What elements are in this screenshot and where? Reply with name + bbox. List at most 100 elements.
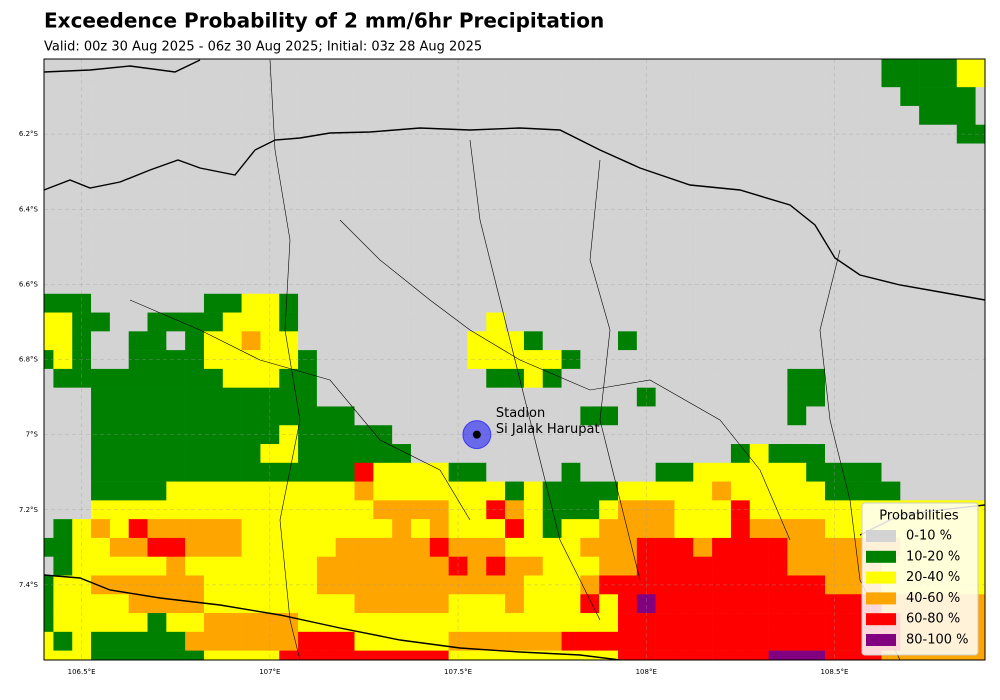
grid-cell	[937, 87, 958, 107]
grid-cell	[806, 594, 826, 614]
grid-cell	[316, 481, 337, 501]
grid-cell	[937, 387, 958, 407]
grid-cell	[222, 556, 242, 576]
grid-cell	[53, 256, 73, 276]
grid-cell	[919, 331, 939, 351]
grid-cell	[392, 143, 412, 163]
grid-cell	[109, 312, 129, 332]
grid-cell	[241, 500, 261, 520]
grid-cell	[542, 537, 562, 558]
grid-cell	[203, 331, 224, 351]
grid-cell	[392, 613, 412, 633]
grid-cell	[298, 462, 318, 482]
grid-cell	[128, 650, 148, 660]
grid-cell	[693, 650, 713, 660]
grid-cell	[44, 444, 54, 464]
grid-cell	[373, 312, 393, 332]
grid-cell	[109, 162, 129, 182]
legend-swatch	[866, 571, 896, 584]
grid-cell	[241, 237, 261, 257]
grid-cell	[279, 537, 299, 558]
grid-cell	[561, 256, 581, 276]
legend-label: 40-60 %	[906, 591, 960, 606]
grid-cell	[825, 312, 845, 332]
grid-cell	[975, 631, 985, 651]
grid-cell	[768, 594, 788, 614]
grid-cell	[674, 331, 694, 351]
grid-cell	[749, 312, 769, 332]
grid-cell	[44, 462, 54, 482]
grid-cell	[505, 237, 525, 257]
grid-cell	[618, 143, 638, 163]
grid-cell	[354, 312, 374, 332]
grid-cell	[279, 331, 299, 351]
grid-cell	[109, 124, 129, 144]
grid-cell	[862, 256, 882, 276]
grid-cell	[937, 312, 958, 332]
grid-cell	[429, 594, 449, 614]
grid-cell	[523, 331, 544, 351]
grid-cell	[900, 444, 920, 464]
grid-cell	[561, 481, 581, 501]
grid-cell	[316, 650, 337, 660]
grid-cell	[655, 481, 675, 501]
grid-cell	[655, 59, 675, 69]
grid-cell	[72, 312, 92, 332]
grid-cell	[410, 199, 431, 219]
y-tick-label: 7°S	[26, 431, 39, 439]
grid-cell	[147, 462, 167, 482]
grid-cell	[881, 237, 901, 257]
grid-cell	[730, 368, 751, 388]
grid-cell	[429, 293, 449, 313]
grid-cell	[956, 256, 976, 276]
grid-cell	[241, 312, 261, 332]
grid-cell	[693, 387, 713, 407]
grid-cell	[241, 105, 261, 126]
grid-cell	[128, 368, 148, 388]
grid-cell	[222, 631, 242, 651]
grid-cell	[636, 594, 656, 614]
grid-cell	[843, 293, 863, 313]
grid-cell	[203, 406, 224, 426]
grid-cell	[580, 444, 600, 464]
grid-cell	[730, 312, 751, 332]
grid-cell	[712, 105, 732, 126]
grid-cell	[806, 105, 826, 126]
grid-cell	[298, 481, 318, 501]
grid-cell	[712, 575, 732, 595]
grid-cell	[956, 218, 976, 238]
grid-cell	[241, 256, 261, 276]
grid-cell	[636, 481, 656, 501]
grid-cell	[91, 481, 111, 501]
grid-cell	[260, 594, 280, 614]
grid-cell	[580, 256, 600, 276]
grid-cell	[109, 462, 129, 482]
grid-cell	[523, 312, 544, 332]
grid-cell	[44, 143, 54, 163]
grid-cell	[787, 237, 807, 257]
grid-cell	[599, 406, 619, 426]
grid-cell	[185, 406, 205, 426]
grid-cell	[768, 274, 788, 295]
grid-cell	[561, 631, 581, 651]
grid-cell	[787, 256, 807, 276]
grid-cell	[843, 406, 863, 426]
grid-cell	[712, 237, 732, 257]
grid-cell	[53, 237, 73, 257]
grid-cell	[655, 406, 675, 426]
grid-cell	[843, 105, 863, 126]
grid-cell	[335, 594, 355, 614]
grid-cell	[580, 406, 600, 426]
grid-cell	[881, 331, 901, 351]
grid-cell	[674, 406, 694, 426]
grid-cell	[222, 387, 242, 407]
grid-cell	[825, 59, 845, 69]
grid-cell	[674, 162, 694, 182]
grid-cell	[44, 124, 54, 144]
grid-cell	[222, 199, 242, 219]
grid-cell	[222, 105, 242, 126]
grid-cell	[599, 387, 619, 407]
grid-cell	[523, 124, 544, 144]
grid-cell	[636, 293, 656, 313]
